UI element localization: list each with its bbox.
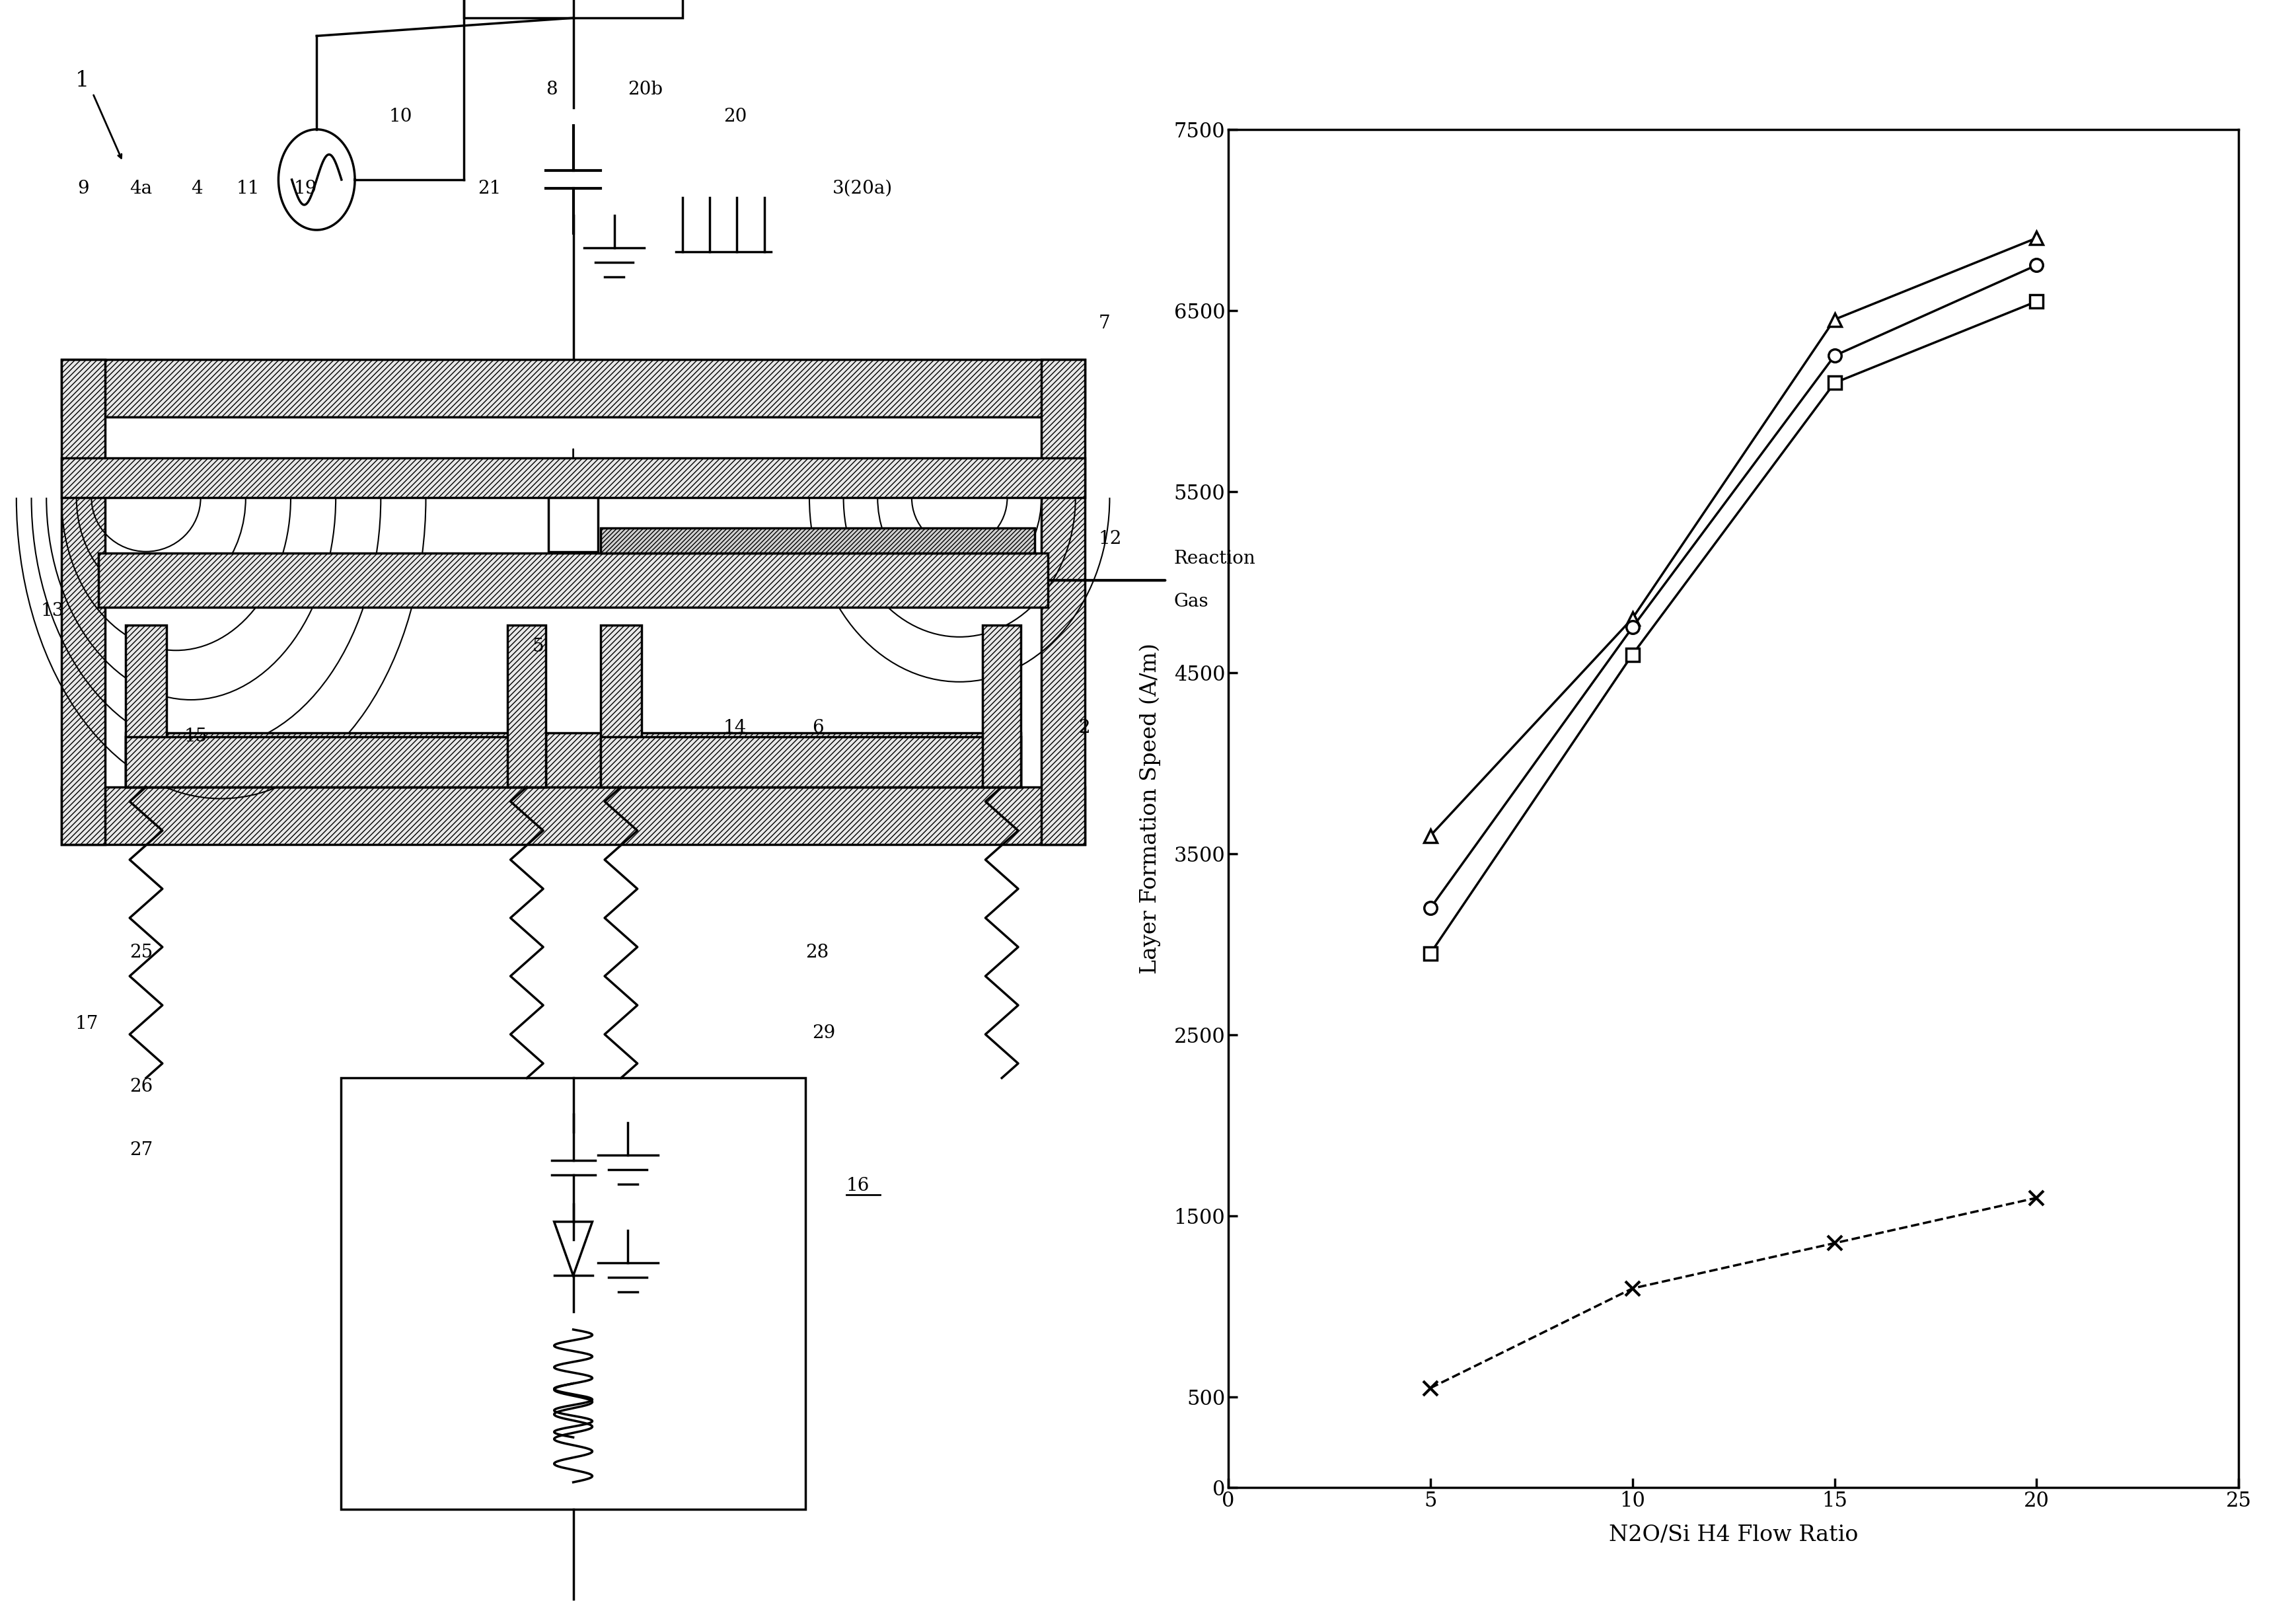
X-axis label: N2O/Si H4 Flow Ratio: N2O/Si H4 Flow Ratio (1609, 1525, 1857, 1546)
Bar (602, 737, 1022, 787)
Text: 20b: 20b (627, 81, 664, 99)
Bar (464, 0, 682, 18)
Text: 7: 7 (1100, 314, 1111, 333)
Text: 19: 19 (294, 179, 317, 197)
Text: 17: 17 (76, 1015, 99, 1033)
Bar (602, 529, 1035, 553)
Bar (549, 498, 597, 551)
Text: 10: 10 (388, 108, 413, 126)
Bar (126, 626, 168, 787)
Text: 2: 2 (1079, 718, 1091, 737)
Text: 25: 25 (129, 943, 154, 960)
Text: 29: 29 (813, 1024, 836, 1041)
Text: 8: 8 (546, 81, 558, 99)
Bar (99, 553, 1049, 608)
Bar (507, 626, 546, 787)
Bar (126, 737, 546, 787)
Text: 1: 1 (76, 70, 90, 92)
Text: Reaction: Reaction (1173, 550, 1256, 568)
Text: 20: 20 (723, 108, 746, 126)
Bar (342, 1079, 806, 1509)
Y-axis label: Layer Formation Speed (A/m): Layer Formation Speed (A/m) (1139, 644, 1162, 973)
Text: 28: 28 (806, 943, 829, 960)
Text: 4: 4 (191, 179, 202, 197)
Bar (1042, 359, 1086, 844)
Bar (983, 626, 1022, 787)
Text: 27: 27 (129, 1142, 154, 1159)
Text: 3(20a): 3(20a) (833, 179, 893, 197)
Bar (62, 359, 106, 844)
Bar (62, 359, 1086, 417)
Text: Gas: Gas (1173, 593, 1208, 611)
Text: 16: 16 (847, 1177, 870, 1195)
Text: 13: 13 (41, 602, 64, 619)
Text: 14: 14 (723, 718, 746, 737)
Text: 6: 6 (813, 718, 824, 737)
Text: 5: 5 (533, 637, 544, 657)
Bar (62, 787, 1086, 844)
Text: 11: 11 (236, 179, 259, 197)
Bar (126, 733, 1022, 787)
Bar (106, 417, 1042, 787)
Text: 9: 9 (78, 179, 90, 197)
Bar (62, 458, 1086, 498)
Text: 21: 21 (478, 179, 501, 197)
Text: 4a: 4a (129, 179, 152, 197)
Text: 15: 15 (184, 728, 207, 745)
Text: 12: 12 (1100, 530, 1123, 548)
Bar (602, 626, 641, 787)
Text: 26: 26 (129, 1079, 154, 1096)
